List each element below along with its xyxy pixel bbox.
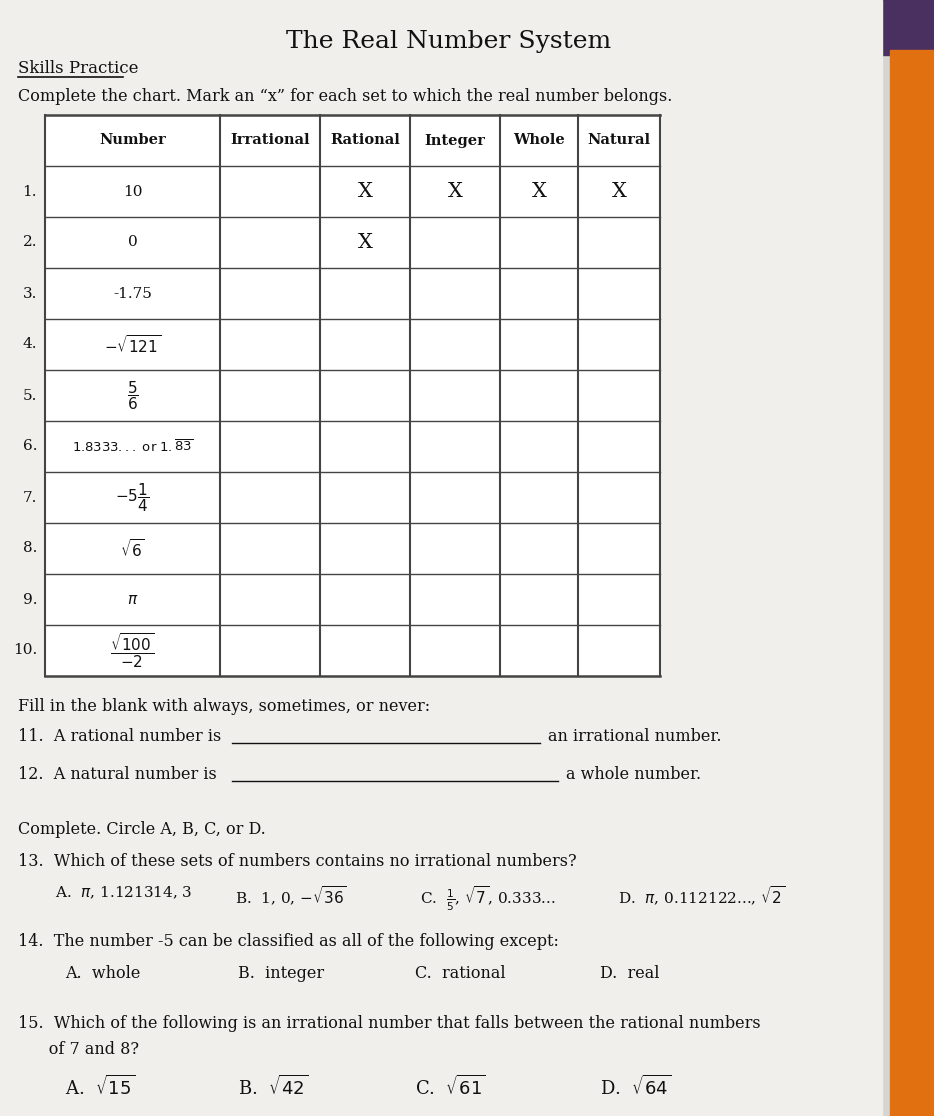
Text: A.  $\sqrt{15}$: A. $\sqrt{15}$ (65, 1075, 135, 1099)
Text: $-5\dfrac{1}{4}$: $-5\dfrac{1}{4}$ (116, 481, 149, 513)
Bar (45, 115, 660, 676)
Text: D.  $\pi$, 0.112122..., $\sqrt{2}$: D. $\pi$, 0.112122..., $\sqrt{2}$ (618, 885, 785, 908)
Text: $\dfrac{\sqrt{100}}{-2}$: $\dfrac{\sqrt{100}}{-2}$ (110, 632, 155, 670)
Text: $\sqrt{6}$: $\sqrt{6}$ (120, 538, 145, 559)
Text: Integer: Integer (425, 134, 486, 147)
Text: of 7 and 8?: of 7 and 8? (18, 1041, 139, 1058)
Text: Natural: Natural (587, 134, 651, 147)
Text: The Real Number System: The Real Number System (286, 30, 611, 52)
Text: X: X (612, 182, 627, 201)
Text: A.  $\pi$, 1.121314, 3: A. $\pi$, 1.121314, 3 (55, 885, 192, 902)
Text: 9.: 9. (22, 593, 37, 606)
Bar (890, 50, 934, 1116)
Text: 10.: 10. (13, 644, 37, 657)
Text: X: X (447, 182, 462, 201)
Text: Rational: Rational (330, 134, 400, 147)
Text: 4.: 4. (22, 337, 37, 352)
Text: 1.: 1. (22, 184, 37, 199)
Text: Number: Number (99, 134, 166, 147)
Text: Complete the chart. Mark an “x” for each set to which the real number belongs.: Complete the chart. Mark an “x” for each… (18, 88, 672, 105)
Text: -1.75: -1.75 (113, 287, 152, 300)
Text: B.  $\sqrt{42}$: B. $\sqrt{42}$ (238, 1075, 308, 1099)
Text: a whole number.: a whole number. (566, 766, 701, 783)
Text: $1.8333...\;\mathrm{or}\;1.\overline{83}$: $1.8333...\;\mathrm{or}\;1.\overline{83}… (72, 439, 193, 454)
Text: 11.  A rational number is: 11. A rational number is (18, 728, 221, 745)
Text: 3.: 3. (22, 287, 37, 300)
Text: D.  $\sqrt{64}$: D. $\sqrt{64}$ (600, 1075, 672, 1099)
Text: 15.  Which of the following is an irrational number that falls between the ratio: 15. Which of the following is an irratio… (18, 1014, 760, 1032)
Text: Skills Practice: Skills Practice (18, 60, 138, 77)
Text: Irrational: Irrational (230, 134, 310, 147)
Text: C.  $\frac{1}{5}$, $\sqrt{7}$, 0.333...: C. $\frac{1}{5}$, $\sqrt{7}$, 0.333... (420, 885, 556, 913)
Text: 5.: 5. (22, 388, 37, 403)
Text: B.  integer: B. integer (238, 965, 324, 982)
Text: 13.  Which of these sets of numbers contains no irrational numbers?: 13. Which of these sets of numbers conta… (18, 853, 576, 870)
Text: Fill in the blank with always, sometimes, or never:: Fill in the blank with always, sometimes… (18, 698, 431, 715)
Text: X: X (358, 182, 373, 201)
Text: C.  $\sqrt{61}$: C. $\sqrt{61}$ (415, 1075, 486, 1099)
Text: 10: 10 (122, 184, 142, 199)
Text: an irrational number.: an irrational number. (548, 728, 721, 745)
Text: 6.: 6. (22, 440, 37, 453)
Text: 8.: 8. (22, 541, 37, 556)
Text: D.  real: D. real (600, 965, 659, 982)
Text: 7.: 7. (22, 491, 37, 504)
Text: X: X (358, 233, 373, 252)
Bar (860, 0, 934, 55)
Text: Complete. Circle A, B, C, or D.: Complete. Circle A, B, C, or D. (18, 821, 266, 838)
Text: $-\sqrt{121}$: $-\sqrt{121}$ (104, 334, 161, 356)
Text: B.  1, 0, $-\sqrt{36}$: B. 1, 0, $-\sqrt{36}$ (235, 885, 347, 908)
Text: 0: 0 (128, 235, 137, 250)
Text: 12.  A natural number is: 12. A natural number is (18, 766, 217, 783)
Text: X: X (531, 182, 546, 201)
Text: 2.: 2. (22, 235, 37, 250)
Text: Whole: Whole (513, 134, 565, 147)
Text: A.  whole: A. whole (65, 965, 140, 982)
Text: 14.  The number -5 can be classified as all of the following except:: 14. The number -5 can be classified as a… (18, 933, 559, 950)
Text: $\pi$: $\pi$ (127, 593, 138, 606)
Text: C.  rational: C. rational (415, 965, 505, 982)
Text: $\dfrac{5}{6}$: $\dfrac{5}{6}$ (127, 379, 138, 412)
